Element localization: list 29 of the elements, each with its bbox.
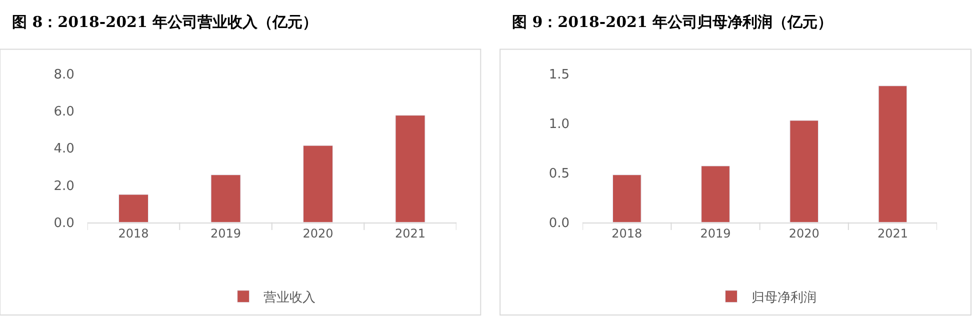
- chart-title: 图 8：2018-2021 年公司营业收入（亿元）: [12, 13, 318, 31]
- x-tick-label: 2021: [877, 226, 908, 241]
- x-tick-label: 2018: [612, 226, 642, 241]
- y-tick-label: 0.5: [548, 166, 570, 182]
- bar: [118, 194, 149, 222]
- bar: [878, 86, 908, 222]
- bar: [395, 115, 426, 222]
- bar: [701, 166, 730, 222]
- y-tick-label: 0.0: [54, 216, 74, 231]
- y-tick-label: 6.0: [54, 104, 74, 120]
- x-tick-label: 2020: [788, 226, 820, 241]
- y-tick-label: 1.5: [548, 68, 570, 83]
- y-tick-label: 1.0: [548, 116, 570, 132]
- bar: [790, 120, 819, 222]
- y-tick-label: 8.0: [54, 68, 74, 83]
- bar: [302, 145, 334, 222]
- x-tick-label: 2019: [700, 226, 731, 241]
- y-tick-label: 2.0: [54, 178, 74, 194]
- chart-title: 图 9：2018-2021 年公司归母净利润（亿元）: [512, 13, 833, 31]
- x-tick-label: 2021: [394, 226, 426, 241]
- x-tick-label: 2019: [210, 226, 242, 241]
- x-tick-label: 2018: [118, 226, 149, 241]
- y-tick-label: 0.0: [548, 216, 570, 231]
- bar: [210, 174, 241, 222]
- legend-label: 归母净利润: [751, 290, 816, 306]
- y-tick-label: 4.0: [54, 142, 74, 157]
- x-tick-label: 2020: [302, 226, 334, 241]
- bar: [612, 174, 642, 222]
- legend-label: 营业收入: [263, 290, 316, 306]
